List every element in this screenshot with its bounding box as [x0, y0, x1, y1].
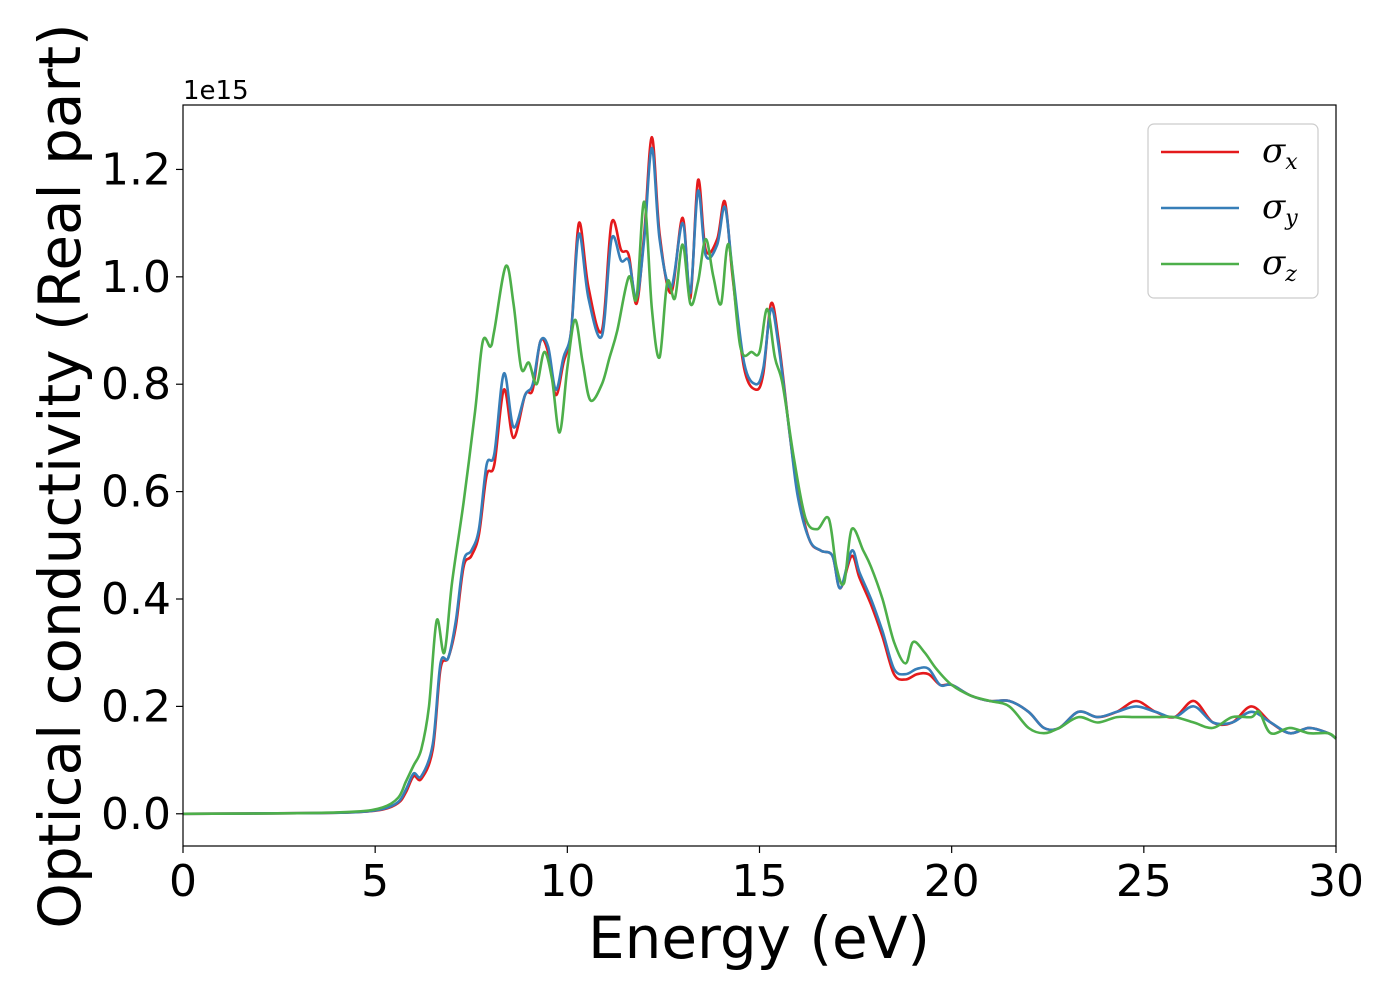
y-tick-label: 0.8: [101, 359, 171, 410]
y-tick-label: 0.0: [101, 789, 171, 840]
x-tick-label: 25: [1116, 856, 1172, 907]
y-axis-ticks: 0.0 0.2 0.4 0.6 0.8 1.0 1.2: [101, 144, 183, 840]
x-tick-label: 10: [539, 856, 595, 907]
y-tick-label: 0.2: [101, 681, 171, 732]
series-line-z: [182, 200, 1337, 816]
y-tick-label: 0.6: [101, 467, 171, 518]
x-tick-label: 5: [361, 856, 389, 907]
plot-background: [183, 105, 1336, 846]
series-layer: [182, 135, 1337, 816]
x-axis-label: Energy (eV): [588, 904, 930, 972]
y-tick-label: 0.4: [101, 574, 171, 625]
legend-label-z: σz: [1262, 243, 1297, 287]
legend-label-y: σy: [1262, 187, 1298, 231]
legend-entries: σx σy σz: [1161, 131, 1298, 287]
x-tick-label: 15: [732, 856, 788, 907]
legend: σx σy σz: [1147, 123, 1319, 299]
y-tick-label: 1.2: [101, 144, 171, 195]
legend-box: [1147, 123, 1319, 299]
y-tick-label: 1.0: [101, 252, 171, 303]
x-tick-label: 30: [1308, 856, 1364, 907]
x-axis-ticks: 0 5 10 15 20 25 30: [169, 846, 1364, 907]
y-offset-label: 1e15: [183, 76, 249, 106]
legend-label-x: σx: [1262, 131, 1298, 175]
x-tick-label: 20: [924, 856, 980, 907]
y-axis-label: Optical conductivity (Real part): [26, 23, 94, 928]
x-tick-label: 0: [169, 856, 197, 907]
